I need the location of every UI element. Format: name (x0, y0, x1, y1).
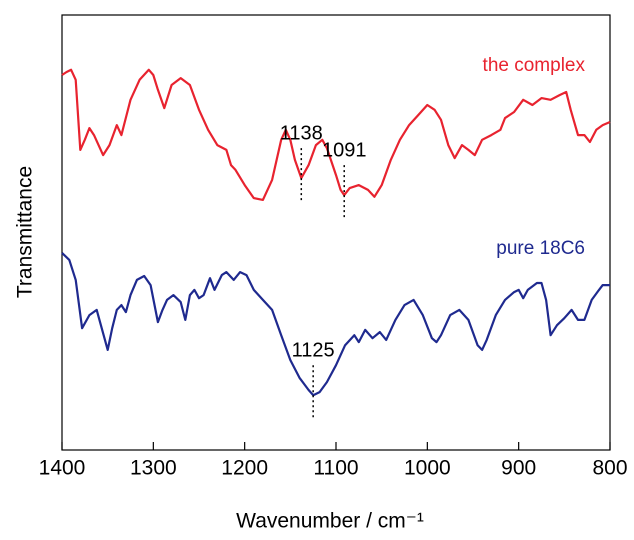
x-tick-label: 1400 (39, 457, 86, 480)
x-tick-label: 1300 (130, 457, 177, 480)
x-tick-label: 1200 (221, 457, 268, 480)
series-label: pure 18C6 (496, 238, 585, 259)
annotation-label: 1091 (322, 139, 367, 161)
series-line (61, 68, 611, 201)
x-tick-label: 900 (501, 457, 536, 480)
y-axis-label: Transmittance (14, 166, 37, 298)
annotation-label: 1138 (280, 122, 323, 144)
plot-frame (61, 14, 611, 451)
x-tick-label: 1100 (313, 457, 358, 480)
series-line (61, 252, 610, 397)
annotation-label: 1125 (292, 339, 335, 361)
x-axis-label: Wavenumber / cm⁻¹ (236, 510, 424, 533)
series-label: the complex (483, 55, 586, 76)
x-tick-label: 800 (592, 457, 627, 480)
x-tick-label: 1000 (404, 457, 451, 480)
